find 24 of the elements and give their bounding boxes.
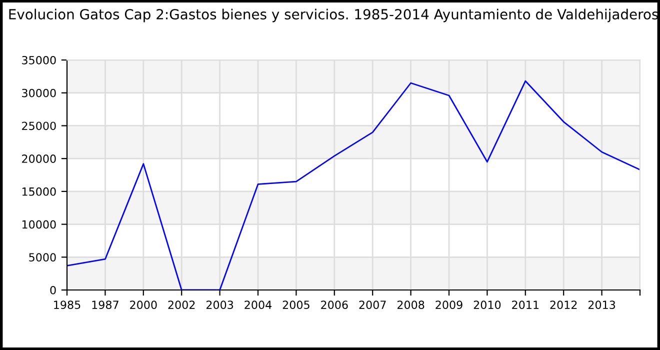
y-tick-label: 5000 [29,253,56,262]
x-tick-label: 2000 [130,300,157,310]
x-tick-label: 2004 [244,300,272,310]
x-tick-label: 2005 [282,300,310,310]
x-tick-label: 2002 [168,300,195,310]
y-tick-label: 30000 [22,88,56,98]
x-tick-label: 2013 [588,300,616,310]
x-tick-label: 1985 [54,300,80,310]
x-tick-label: 2003 [206,300,234,310]
x-tick-label: 1987 [92,300,118,310]
y-tick-label: 10000 [22,220,56,229]
y-tick-label: 35000 [22,56,56,64]
x-tick-label: 2011 [512,300,539,310]
x-tick-label: 2008 [397,300,424,310]
y-tick-label: 15000 [22,187,56,196]
y-tick-label: 25000 [22,122,56,130]
y-tick-label: 0 [50,286,56,294]
x-tick-label: 2007 [359,300,386,310]
y-tick-label: 20000 [22,154,56,163]
chart-title: Evolucion Gatos Cap 2:Gastos bienes y servicios. 1985-2014 Ayuntamiento de Valdehijaderos [9,8,658,22]
x-tick-label: 2012 [550,300,577,310]
x-tick-label: 2006 [321,300,348,310]
x-tick-label: 2010 [474,300,501,310]
x-tick-label: 2009 [436,300,462,310]
